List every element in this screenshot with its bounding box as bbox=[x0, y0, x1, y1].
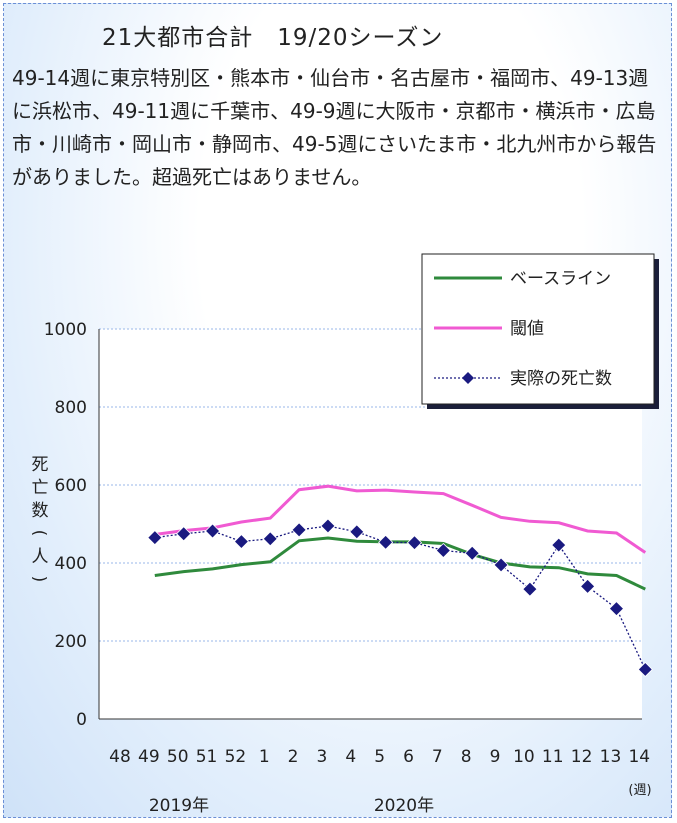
y-tick-label: 1000 bbox=[44, 320, 87, 340]
legend-label: ベースライン bbox=[510, 269, 611, 289]
y-axis-label-char: 亡 bbox=[32, 478, 49, 498]
x-tick-label: 14 bbox=[628, 747, 650, 767]
year-label: 2019年 bbox=[149, 796, 209, 816]
data-point bbox=[551, 537, 567, 553]
data-point bbox=[493, 557, 509, 573]
y-axis-label-char: 人 bbox=[32, 547, 49, 567]
x-tick-label: 5 bbox=[374, 747, 385, 767]
x-tick-label: 13 bbox=[600, 747, 622, 767]
x-tick-label: 7 bbox=[432, 747, 443, 767]
y-axis-label-char: ) bbox=[29, 576, 49, 583]
x-tick-label: 50 bbox=[167, 747, 189, 767]
x-tick-label: 49 bbox=[138, 747, 160, 767]
data-point bbox=[204, 523, 221, 539]
legend-marker bbox=[462, 372, 474, 384]
x-tick-label: 51 bbox=[196, 747, 218, 767]
x-tick-label: 52 bbox=[225, 747, 247, 767]
y-tick-label: 400 bbox=[55, 554, 87, 574]
year-label: 2020年 bbox=[374, 796, 434, 816]
y-tick-label: 800 bbox=[55, 398, 87, 418]
data-point bbox=[176, 526, 192, 542]
x-tick-label: 8 bbox=[461, 747, 472, 767]
x-tick-label: 9 bbox=[490, 747, 501, 767]
data-point bbox=[349, 524, 365, 540]
legend-label: 実際の死亡数 bbox=[510, 369, 612, 389]
data-point bbox=[233, 533, 249, 550]
x-tick-label: 1 bbox=[259, 747, 270, 767]
x-tick-label: 10 bbox=[513, 747, 535, 767]
data-point bbox=[637, 661, 653, 678]
data-point bbox=[291, 522, 307, 538]
data-point bbox=[320, 518, 336, 534]
x-tick-label: 3 bbox=[317, 747, 328, 767]
data-point bbox=[262, 531, 278, 547]
data-point bbox=[464, 545, 480, 561]
x-tick-label: 6 bbox=[403, 747, 414, 767]
y-tick-label: 0 bbox=[76, 710, 87, 730]
legend-label: 閾値 bbox=[510, 319, 544, 339]
series-line bbox=[154, 536, 646, 591]
x-tick-label: 2 bbox=[288, 747, 299, 767]
y-axis-label-char: ( bbox=[29, 530, 49, 537]
report-description: 49-14週に東京特別区・熊本市・仙台市・名古屋市・福岡市、49-13週に浜松市… bbox=[12, 66, 657, 189]
x-axis-unit: (週) bbox=[628, 783, 651, 798]
x-tick-label: 12 bbox=[571, 747, 593, 767]
x-tick-label: 48 bbox=[109, 747, 131, 767]
data-point bbox=[378, 534, 394, 550]
y-axis-label-char: 死 bbox=[32, 455, 49, 475]
data-point bbox=[522, 581, 538, 597]
data-point bbox=[435, 542, 451, 559]
data-point bbox=[580, 578, 596, 594]
chart-panel: 21大都市合計 19/20シーズン 49-14週に東京特別区・熊本市・仙台市・名… bbox=[3, 3, 672, 818]
x-tick-label: 4 bbox=[345, 747, 356, 767]
y-tick-label: 600 bbox=[55, 476, 87, 496]
data-point bbox=[406, 535, 423, 551]
data-point bbox=[608, 601, 625, 617]
data-point bbox=[147, 530, 163, 546]
x-tick-label: 11 bbox=[542, 747, 564, 767]
y-axis-label-char: 数 bbox=[32, 501, 49, 521]
y-tick-label: 200 bbox=[55, 632, 87, 652]
chart-title: 21大都市合計 19/20シーズン bbox=[102, 25, 444, 51]
series-line bbox=[154, 484, 647, 554]
